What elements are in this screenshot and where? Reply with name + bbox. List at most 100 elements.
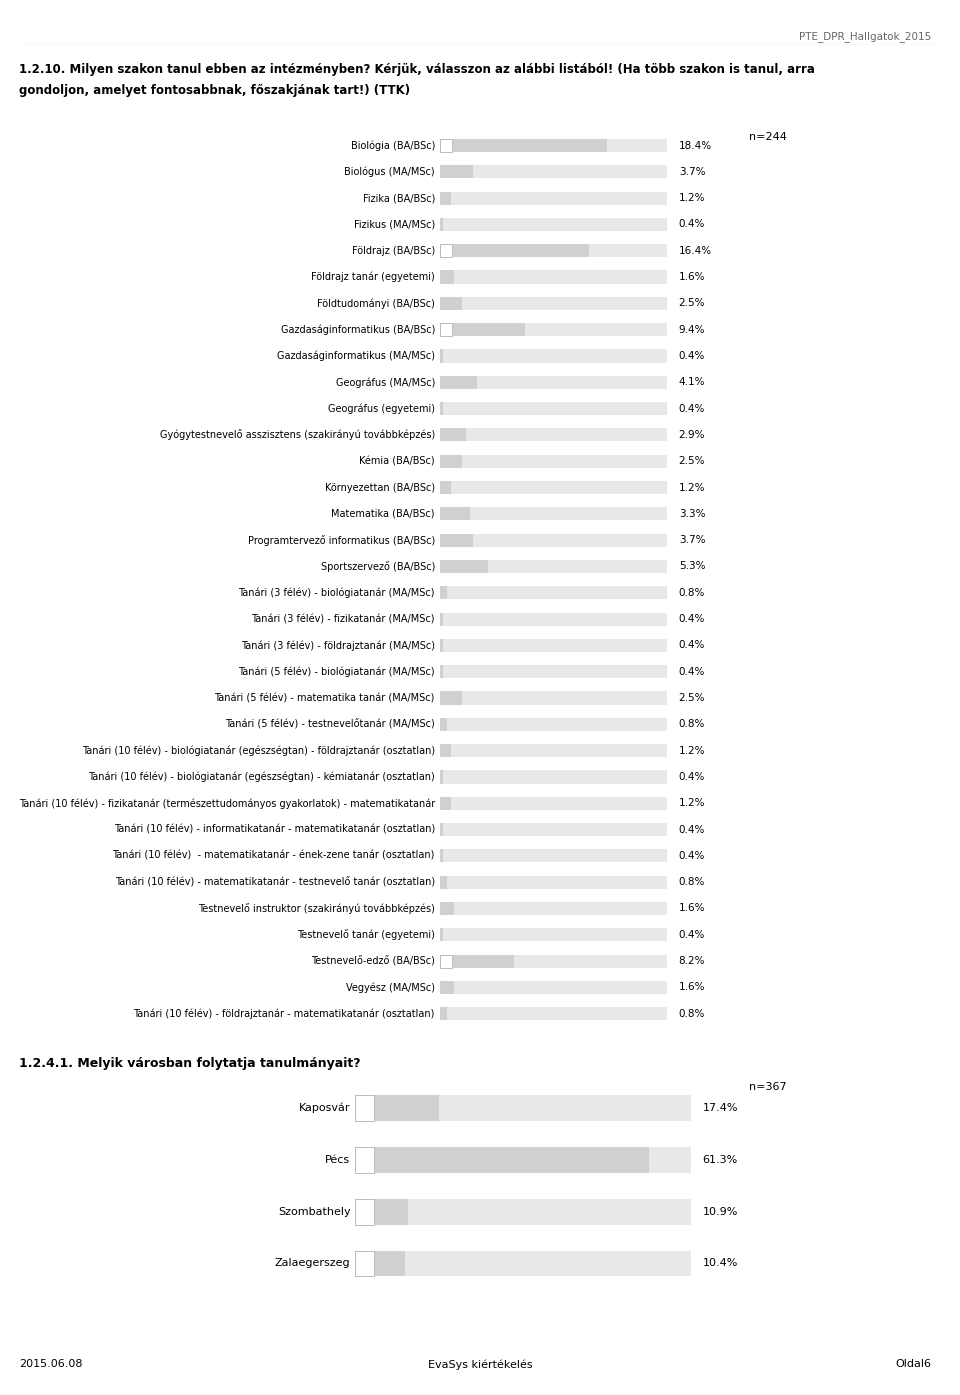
- Bar: [440, 165, 473, 179]
- Bar: [440, 140, 607, 152]
- Bar: [440, 612, 444, 626]
- Text: Kémia (BA/BSc): Kémia (BA/BSc): [359, 456, 435, 466]
- Text: Tanári (3 félév) - földrajztanár (MA/MSc): Tanári (3 félév) - földrajztanár (MA/MSc…: [241, 640, 435, 650]
- Bar: [440, 718, 667, 731]
- Bar: [440, 324, 525, 336]
- Text: 1.2%: 1.2%: [679, 193, 706, 204]
- Text: Matematika (BA/BSc): Matematika (BA/BSc): [331, 509, 435, 519]
- Bar: [355, 1147, 691, 1173]
- Text: Tanári (10 félév) - biológiatanár (egészségtan) - földrajztanár (osztatlan): Tanári (10 félév) - biológiatanár (egész…: [82, 745, 435, 756]
- Text: 1.2.4.1. Melyik városban folytatja tanulmányait?: 1.2.4.1. Melyik városban folytatja tanul…: [19, 1057, 361, 1070]
- Text: Vegyész (MA/MSc): Vegyész (MA/MSc): [346, 982, 435, 993]
- Text: 0.4%: 0.4%: [679, 771, 705, 783]
- Bar: [440, 823, 667, 836]
- Bar: [440, 455, 463, 467]
- Text: Fizikus (MA/MSc): Fizikus (MA/MSc): [353, 219, 435, 229]
- Bar: [440, 928, 667, 942]
- Bar: [355, 1095, 373, 1122]
- Text: 4.1%: 4.1%: [679, 377, 706, 388]
- Bar: [440, 455, 667, 467]
- Bar: [440, 244, 667, 257]
- Text: Tanári (5 félév) - matematika tanár (MA/MSc): Tanári (5 félév) - matematika tanár (MA/…: [214, 693, 435, 703]
- Bar: [440, 271, 667, 283]
- Text: 2015.06.08: 2015.06.08: [19, 1359, 83, 1370]
- Text: n=367: n=367: [749, 1083, 786, 1092]
- Text: 3.3%: 3.3%: [679, 509, 706, 519]
- Bar: [440, 402, 444, 416]
- Bar: [440, 903, 667, 915]
- Bar: [440, 559, 488, 573]
- Text: EvaSys kiértékelés: EvaSys kiértékelés: [428, 1359, 532, 1370]
- Text: Tanári (3 félév) - biológiatanár (MA/MSc): Tanári (3 félév) - biológiatanár (MA/MSc…: [238, 587, 435, 598]
- Text: Környezettan (BA/BSc): Környezettan (BA/BSc): [324, 483, 435, 492]
- Text: 10.4%: 10.4%: [703, 1258, 738, 1268]
- Bar: [355, 1147, 373, 1173]
- Bar: [440, 428, 466, 441]
- Text: Gazdaságinformatikus (MA/MSc): Gazdaságinformatikus (MA/MSc): [276, 350, 435, 361]
- Bar: [440, 191, 667, 205]
- Bar: [440, 954, 515, 968]
- Text: 0.4%: 0.4%: [679, 851, 705, 861]
- Text: Tanári (10 félév)  - matematikatanár - ének-zene tanár (osztatlan): Tanári (10 félév) - matematikatanár - én…: [112, 851, 435, 861]
- Bar: [355, 1095, 691, 1122]
- Text: 0.8%: 0.8%: [679, 877, 705, 887]
- Bar: [440, 954, 452, 968]
- Bar: [440, 928, 444, 942]
- Text: 2.5%: 2.5%: [679, 693, 706, 703]
- Bar: [355, 1198, 691, 1225]
- Text: n=244: n=244: [749, 133, 786, 142]
- Text: 0.4%: 0.4%: [679, 667, 705, 677]
- Text: Programtervező informatikus (BA/BSc): Programtervező informatikus (BA/BSc): [248, 534, 435, 545]
- Bar: [440, 876, 667, 889]
- Bar: [440, 797, 667, 810]
- Bar: [440, 612, 667, 626]
- Text: 1.6%: 1.6%: [679, 904, 706, 914]
- Text: Oldal6: Oldal6: [895, 1359, 931, 1370]
- Text: 3.7%: 3.7%: [679, 167, 706, 177]
- Bar: [355, 1198, 407, 1225]
- Text: 8.2%: 8.2%: [679, 956, 706, 967]
- Text: Kaposvár: Kaposvár: [299, 1103, 350, 1113]
- Text: Sportszervező (BA/BSc): Sportszervező (BA/BSc): [321, 561, 435, 572]
- Text: Fizika (BA/BSc): Fizika (BA/BSc): [363, 193, 435, 204]
- Bar: [440, 375, 667, 389]
- Bar: [440, 218, 444, 232]
- Text: 0.4%: 0.4%: [679, 352, 705, 361]
- Bar: [440, 508, 667, 520]
- Text: 2.9%: 2.9%: [679, 430, 706, 439]
- Bar: [440, 428, 667, 441]
- Bar: [440, 639, 667, 651]
- Text: 2.5%: 2.5%: [679, 299, 706, 308]
- Text: 1.6%: 1.6%: [679, 982, 706, 992]
- Bar: [355, 1250, 691, 1276]
- Bar: [440, 692, 463, 704]
- Text: Geográfus (egyetemi): Geográfus (egyetemi): [328, 403, 435, 414]
- Bar: [440, 823, 444, 836]
- Text: Tanári (10 félév) - biológiatanár (egészségtan) - kémiatanár (osztatlan): Tanári (10 félév) - biológiatanár (egész…: [88, 771, 435, 783]
- Bar: [440, 271, 454, 283]
- Bar: [440, 876, 447, 889]
- Text: Biológia (BA/BSc): Biológia (BA/BSc): [350, 141, 435, 151]
- Bar: [440, 324, 667, 336]
- Text: Pécs: Pécs: [325, 1155, 350, 1165]
- Bar: [440, 481, 667, 494]
- Text: 0.4%: 0.4%: [679, 614, 705, 624]
- Bar: [440, 533, 473, 547]
- Bar: [440, 191, 450, 205]
- Bar: [440, 140, 452, 152]
- Text: 17.4%: 17.4%: [703, 1103, 738, 1113]
- Bar: [440, 402, 667, 416]
- Text: Gazdaságinformatikus (BA/BSc): Gazdaságinformatikus (BA/BSc): [280, 325, 435, 335]
- Text: Testnevelő instruktor (szakirányú továbbképzés): Testnevelő instruktor (szakirányú tovább…: [198, 903, 435, 914]
- Text: 2.5%: 2.5%: [679, 456, 706, 466]
- Text: Zalaegerszeg: Zalaegerszeg: [275, 1258, 350, 1268]
- Bar: [355, 1198, 373, 1225]
- Bar: [440, 665, 667, 678]
- Text: Geográfus (MA/MSc): Geográfus (MA/MSc): [335, 377, 435, 388]
- Text: Tanári (10 félév) - informatikatanár - matematikatanár (osztatlan): Tanári (10 félév) - informatikatanár - m…: [113, 824, 435, 834]
- Text: Földrajz tanár (egyetemi): Földrajz tanár (egyetemi): [311, 272, 435, 282]
- Text: Földtudományi (BA/BSc): Földtudományi (BA/BSc): [317, 299, 435, 308]
- Bar: [440, 718, 447, 731]
- Text: 9.4%: 9.4%: [679, 325, 706, 335]
- Text: 0.8%: 0.8%: [679, 587, 705, 598]
